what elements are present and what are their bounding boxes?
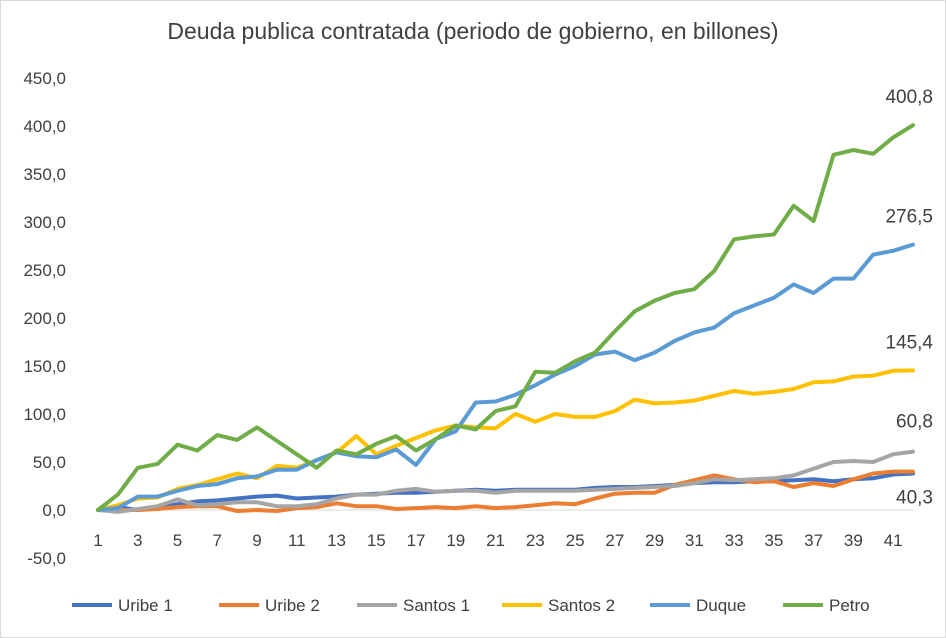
legend-label-petro: Petro [829,596,870,615]
series-line-petro [96,123,915,512]
y-tick-label: 250,0 [23,261,66,280]
end-label: 276,5 [885,207,933,228]
series-lines [96,123,915,514]
end-label: 400,8 [885,87,933,108]
series-line-duque [96,242,915,512]
y-tick-label: 300,0 [23,213,66,232]
end-label: 40,3 [896,488,933,509]
end-label: 60,8 [896,412,933,433]
x-tick-label: 17 [407,531,426,550]
y-tick-label: -50,0 [27,549,66,568]
x-tick-label: 33 [725,531,744,550]
x-tick-label: 9 [252,531,261,550]
end-label: 145,4 [885,332,933,353]
x-tick-label: 37 [804,531,823,550]
x-tick-label: 23 [526,531,545,550]
x-axis-labels: 1 3 5 7 9 11 13 15 17 19 21 23 25 27 29 31 33 35 37 39 41 [93,531,902,550]
legend: Uribe 1 Uribe 2 Santos 1 Santos 2 Duque Petro [72,596,870,615]
x-tick-label: 41 [884,531,903,550]
x-tick-label: 27 [605,531,624,550]
series-line-santos-1 [96,449,915,514]
x-tick-label: 11 [288,531,306,550]
chart-title: Deuda publica contratada (periodo de gob… [167,18,779,44]
x-tick-label: 21 [486,531,505,550]
y-tick-label: 50,0 [33,453,66,472]
x-tick-label: 7 [213,531,222,550]
y-tick-label: 200,0 [23,309,66,328]
legend-label-duque: Duque [696,596,746,615]
x-tick-label: 35 [764,531,783,550]
legend-label-uribe-2: Uribe 2 [265,596,320,615]
legend-label-santos-1: Santos 1 [403,596,470,615]
x-tick-label: 29 [645,531,664,550]
legend-label-santos-2: Santos 2 [548,596,615,615]
x-tick-label: 15 [367,531,386,550]
y-tick-label: 350,0 [23,165,66,184]
x-tick-label: 25 [566,531,585,550]
series-line-santos-2 [96,368,915,512]
x-tick-label: 1 [93,531,102,550]
x-tick-label: 31 [685,531,704,550]
y-tick-label: 400,0 [23,117,66,136]
y-axis-labels: -50,0 0,0 50,0 100,0 150,0 200,0 250,0 300,0 350… [23,69,66,568]
y-tick-label: 450,0 [23,69,66,88]
x-tick-label: 13 [327,531,346,550]
legend-label-uribe-1: Uribe 1 [118,596,173,615]
y-tick-label: 100,0 [23,405,66,424]
x-tick-label: 3 [133,531,142,550]
x-tick-label: 5 [173,531,182,550]
y-tick-label: 150,0 [23,357,66,376]
x-tick-label: 39 [844,531,863,550]
end-labels: 400,8 276,5 145,4 60,8 40,3 [885,87,933,508]
x-tick-label: 19 [446,531,465,550]
series-line-uribe-2 [96,469,915,513]
y-tick-label: 0,0 [42,501,66,520]
